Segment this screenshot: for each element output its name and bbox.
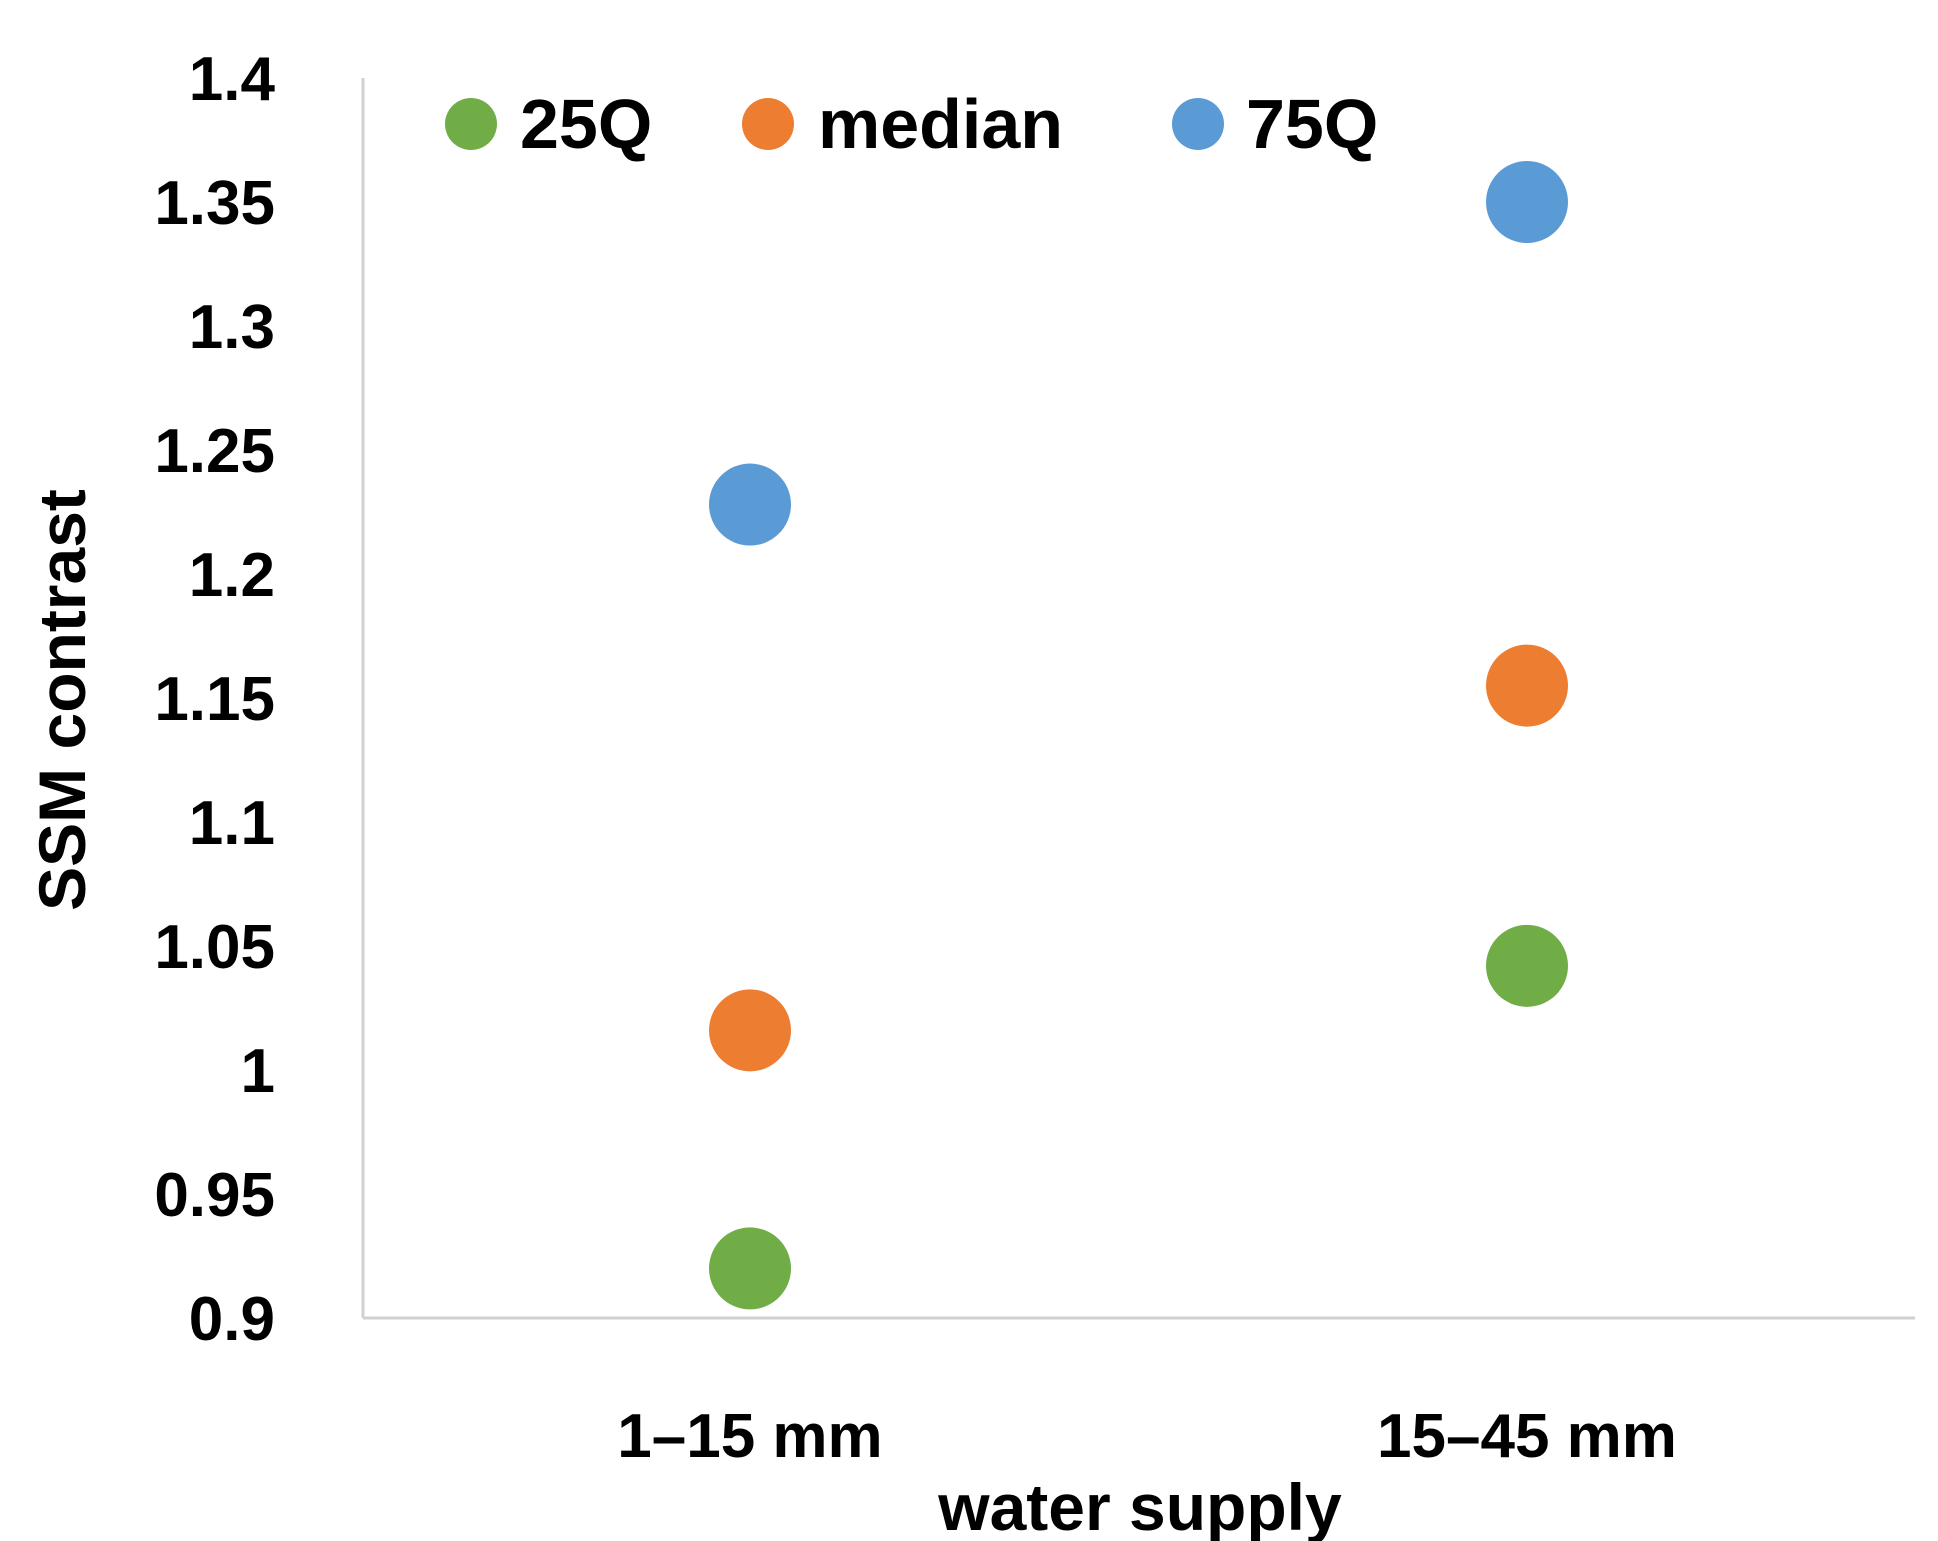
y-tick-label: 0.95 (154, 1161, 275, 1230)
legend: 25Q median 75Q (445, 85, 1378, 163)
x-tick-labels: 1–15 mm 15–45 mm (617, 1402, 1677, 1471)
y-tick-label: 1.2 (189, 541, 275, 610)
data-point-25q (1486, 924, 1568, 1007)
legend-marker-25q (445, 98, 497, 150)
y-tick-label: 1 (241, 1037, 275, 1106)
legend-marker-75q (1172, 98, 1224, 150)
y-tick-label: 1.3 (189, 293, 275, 362)
data-points (709, 161, 1568, 1310)
data-point-median (1486, 644, 1568, 727)
legend-label-75q: 75Q (1246, 85, 1378, 163)
y-tick-label: 1.1 (189, 789, 275, 858)
x-tick-label: 15–45 mm (1377, 1402, 1677, 1471)
legend-label-25q: 25Q (520, 85, 652, 163)
y-axis-title: SSM contrast (25, 489, 99, 911)
y-tick-label: 1.35 (154, 169, 275, 238)
data-point-75q (1486, 161, 1568, 243)
y-tick-label: 0.9 (189, 1285, 275, 1354)
y-tick-label: 1.15 (154, 665, 275, 734)
x-axis-title: water supply (937, 1470, 1342, 1541)
legend-marker-median (742, 98, 794, 150)
y-tick-label: 1.05 (154, 913, 275, 982)
data-point-median (709, 989, 791, 1072)
data-point-75q (709, 463, 791, 546)
x-tick-label: 1–15 mm (617, 1402, 882, 1471)
y-tick-labels: 0.9 0.95 1 1.05 1.1 1.15 1.2 1.25 1.3 1.35 1.4 (154, 45, 275, 1354)
data-point-25q (709, 1227, 791, 1310)
y-tick-label: 1.4 (189, 45, 276, 114)
legend-label-median: median (818, 85, 1063, 163)
y-tick-label: 1.25 (154, 417, 275, 486)
